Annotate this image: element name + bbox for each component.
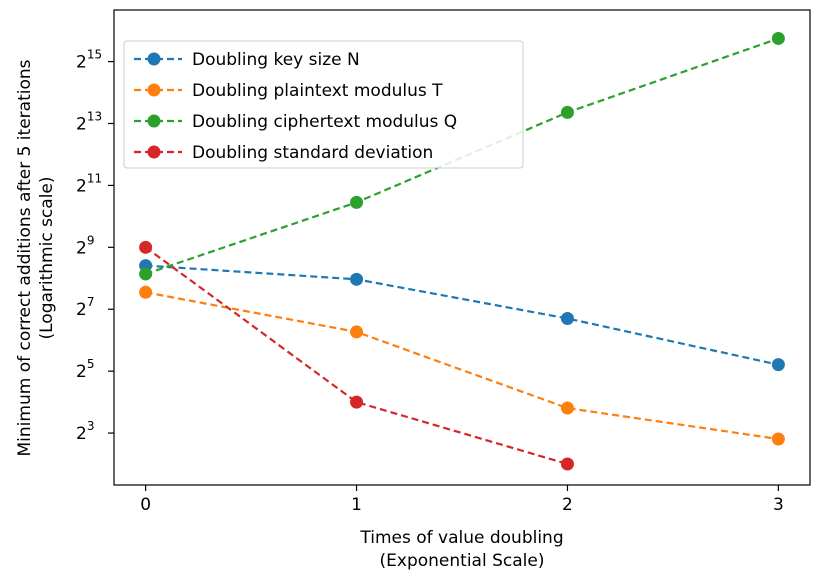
y-tick-label: 215	[76, 48, 102, 73]
legend: Doubling key size N Doubling plaintext mo…	[123, 40, 524, 169]
y-tick-base: 2	[76, 424, 87, 444]
y-tick-base: 2	[76, 238, 87, 258]
series-1-point	[560, 312, 574, 326]
legend-entry-2: Doubling plaintext modulus T	[134, 81, 443, 101]
series-2-point	[771, 432, 785, 446]
legend-label: Doubling ciphertext modulus Q	[192, 112, 457, 132]
y-axis-label-line2: (Logarithmic scale)	[37, 176, 57, 339]
y-tick-exponent: 3	[87, 419, 95, 433]
series-2	[139, 285, 785, 446]
series-3	[139, 31, 785, 281]
series-3-point	[350, 195, 364, 209]
legend-marker	[147, 52, 161, 66]
y-tick-exponent: 5	[87, 357, 95, 371]
legend-marker	[147, 83, 161, 97]
legend-entry-1: Doubling key size N	[134, 50, 360, 70]
x-axis-label-line1: Times of value doubling	[359, 528, 563, 548]
y-axis-label-line1: Minimum of correct additions after 5 ite…	[15, 59, 35, 456]
series-4-point	[560, 457, 574, 471]
y-tick-base: 2	[76, 362, 87, 382]
series-2-point	[560, 401, 574, 415]
series-1-point	[771, 358, 785, 372]
x-axis-label-line2: (Exponential Scale)	[380, 551, 545, 571]
series-4-point	[139, 240, 153, 254]
y-tick-exponent: 11	[87, 171, 102, 185]
series-1-point	[350, 272, 364, 286]
x-tick-label: 3	[773, 495, 784, 515]
series-4-line	[144, 246, 568, 466]
legend-marker	[147, 114, 161, 128]
series-2-point	[139, 285, 153, 299]
legend-label: Doubling key size N	[192, 50, 360, 70]
series-3-point	[771, 31, 785, 45]
y-tick-exponent: 9	[87, 233, 95, 247]
series-4	[139, 240, 574, 471]
legend-label: Doubling standard deviation	[192, 143, 433, 163]
y-tick-base: 2	[76, 300, 87, 320]
series-1-line	[145, 264, 779, 366]
legend-entry-3: Doubling ciphertext modulus Q	[134, 112, 457, 132]
series-3-point	[139, 267, 153, 281]
series-4-point	[350, 395, 364, 409]
x-tick-label: 0	[140, 495, 151, 515]
legend-label: Doubling plaintext modulus T	[192, 81, 443, 101]
plot-area	[139, 31, 785, 471]
y-tick-label: 23	[76, 419, 94, 444]
series-3-point	[560, 105, 574, 119]
y-tick-label: 211	[76, 171, 102, 196]
legend-box	[123, 40, 524, 169]
y-tick-base: 2	[76, 176, 87, 196]
series-1	[139, 259, 785, 372]
x-tick-label: 1	[351, 495, 362, 515]
y-tick-base: 2	[76, 53, 87, 73]
x-axis: 0 1 2 3	[140, 485, 784, 515]
series-2-line	[145, 291, 779, 441]
series-3-line	[145, 37, 779, 276]
x-tick-label: 2	[562, 495, 573, 515]
y-tick-exponent: 7	[87, 295, 95, 309]
series-group	[139, 31, 785, 471]
legend-entry-4: Doubling standard deviation	[134, 143, 433, 163]
series-2-point	[350, 325, 364, 339]
legend-marker	[147, 145, 161, 159]
y-tick-label: 29	[76, 233, 94, 258]
y-tick-exponent: 13	[87, 109, 102, 123]
y-tick-exponent: 15	[87, 48, 102, 62]
y-tick-label: 25	[76, 357, 94, 382]
y-tick-base: 2	[76, 114, 87, 134]
y-tick-label: 213	[76, 109, 102, 134]
y-tick-label: 27	[76, 295, 94, 320]
